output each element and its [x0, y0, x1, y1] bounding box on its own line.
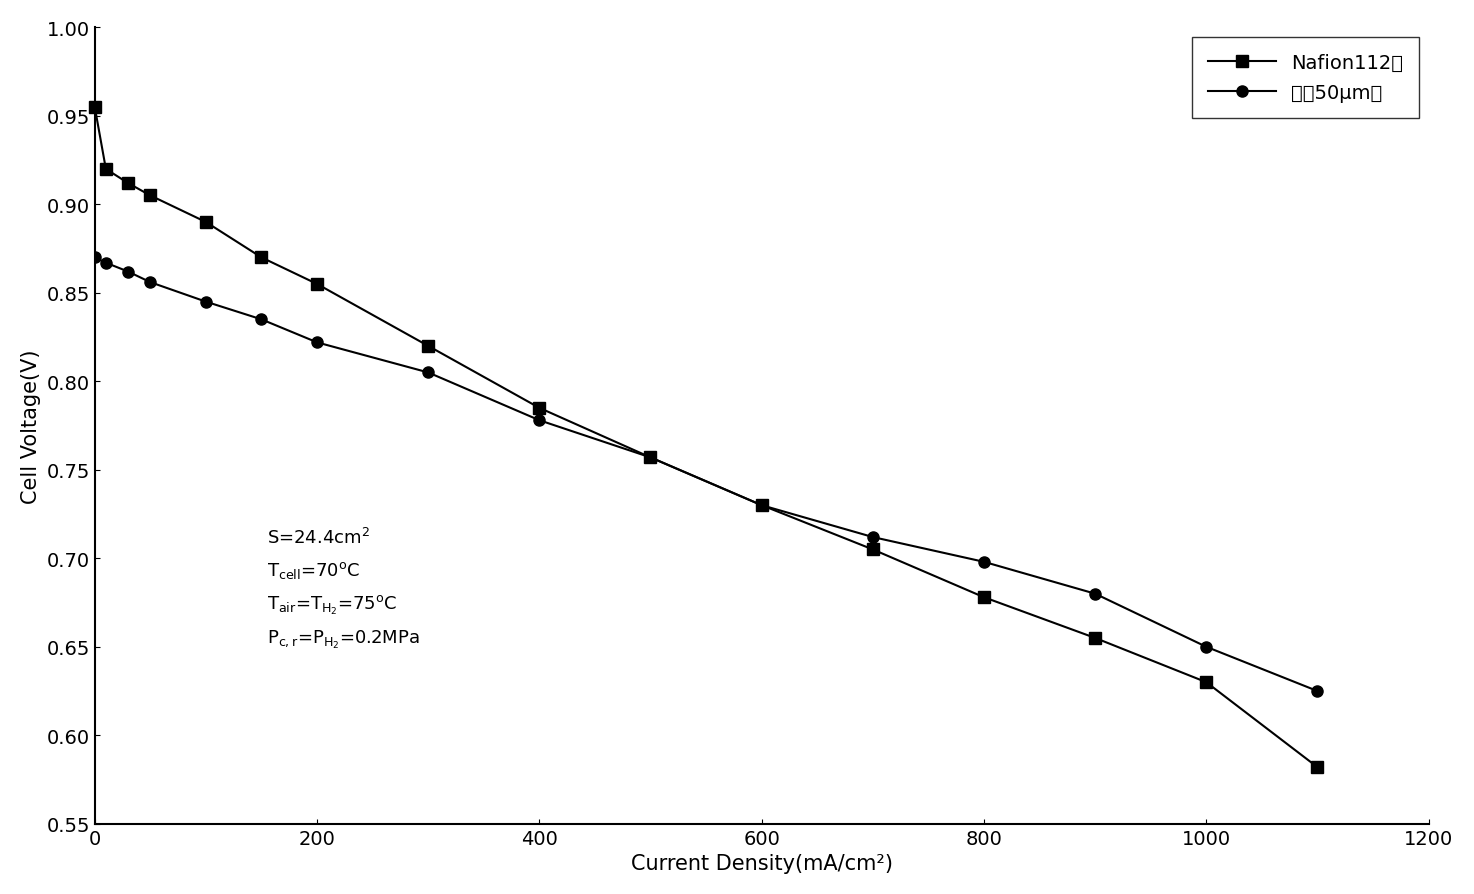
Nafion112膜 — [85, 103, 103, 114]
X-axis label: Current Density(mA/cm²): Current Density(mA/cm²) — [631, 853, 893, 873]
Line: 自制50μm膜: 自制50μm膜 — [90, 253, 1324, 696]
自制50μm膜 — [308, 338, 326, 349]
自制50μm膜 — [97, 258, 115, 269]
Nafion112膜 — [1309, 762, 1327, 772]
Nafion112膜 — [753, 501, 771, 511]
自制50μm膜 — [531, 416, 548, 426]
Nafion112膜 — [142, 191, 159, 202]
Nafion112膜 — [119, 179, 137, 190]
自制50μm膜 — [85, 253, 103, 264]
自制50μm膜 — [420, 367, 438, 378]
Nafion112膜 — [420, 342, 438, 352]
Nafion112膜 — [1086, 633, 1104, 644]
自制50μm膜 — [119, 267, 137, 278]
自制50μm膜 — [252, 315, 270, 325]
Y-axis label: Cell Voltage(V): Cell Voltage(V) — [21, 349, 41, 503]
Nafion112膜 — [641, 452, 659, 463]
自制50μm膜 — [641, 452, 659, 463]
Nafion112膜 — [308, 279, 326, 290]
Nafion112膜 — [1197, 677, 1215, 687]
Nafion112膜 — [97, 164, 115, 175]
Nafion112膜 — [198, 217, 215, 228]
Nafion112膜 — [976, 592, 993, 603]
自制50μm膜 — [864, 532, 881, 543]
自制50μm膜 — [976, 557, 993, 568]
自制50μm膜 — [1197, 642, 1215, 653]
Nafion112膜 — [252, 253, 270, 264]
自制50μm膜 — [1086, 588, 1104, 599]
Legend: Nafion112膜, 自制50μm膜: Nafion112膜, 自制50μm膜 — [1192, 38, 1419, 119]
自制50μm膜 — [198, 297, 215, 308]
Nafion112膜 — [531, 403, 548, 414]
自制50μm膜 — [142, 277, 159, 288]
自制50μm膜 — [753, 501, 771, 511]
自制50μm膜 — [1309, 686, 1327, 696]
Line: Nafion112膜: Nafion112膜 — [90, 102, 1324, 772]
Text: S=24.4cm$^2$
T$_{\rm cell}$=70$^{\rm o}$C
T$_{\rm air}$=T$_{\rm H_2}$=75$^{\rm o: S=24.4cm$^2$ T$_{\rm cell}$=70$^{\rm o}$… — [267, 527, 420, 651]
Nafion112膜 — [864, 544, 881, 555]
